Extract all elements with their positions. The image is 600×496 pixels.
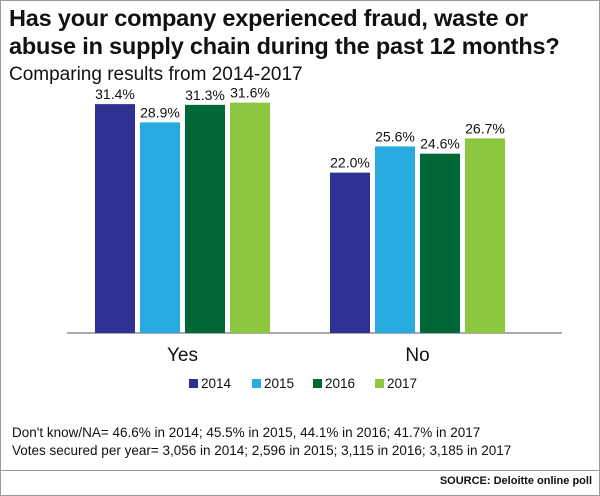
data-label-yes-2016: 31.3% [185, 87, 225, 103]
legend-label-2014: 2014 [201, 376, 232, 391]
legend-label-2016: 2016 [325, 376, 355, 391]
chart-subtitle: Comparing results from 2014-2017 [9, 64, 303, 85]
bar-no-2017 [465, 138, 505, 333]
bar-yes-2016 [185, 104, 225, 333]
legend-swatch-2016 [313, 379, 322, 388]
bar-yes-2017 [230, 102, 270, 333]
bar-no-2014 [330, 172, 370, 333]
bar-yes-2015 [140, 122, 180, 333]
legend-swatch-2014 [189, 379, 198, 388]
bar-no-2015 [375, 146, 415, 333]
data-label-no-2015: 25.6% [375, 128, 415, 144]
data-label-no-2016: 24.6% [420, 136, 460, 152]
category-label-no: No [405, 345, 429, 366]
legend-label-2015: 2015 [264, 376, 294, 391]
legend-label-2017: 2017 [387, 376, 417, 391]
legend-swatch-2017 [375, 379, 384, 388]
bar-no-2016 [420, 153, 460, 333]
data-label-no-2014: 22.0% [330, 155, 370, 171]
source-divider [0, 470, 600, 471]
source-credit: SOURCE: Deloitte online poll [439, 475, 592, 487]
data-label-yes-2014: 31.4% [95, 86, 135, 102]
chart-notes: Don't know/NA= 46.6% in 2014; 45.5% in 2… [12, 424, 511, 460]
votes-note: Votes secured per year= 3,056 in 2014; 2… [12, 443, 512, 458]
chart-title: Has your company experienced fraud, wast… [9, 5, 560, 59]
bar-chart: 31.4% 28.9% 31.3% 31.6% Yes 22.0% 25.6% 24.6% 26… [67, 85, 562, 391]
dont-know-note: Don't know/NA= 46.6% in 2014; 45.5% in 2… [12, 425, 481, 440]
data-label-yes-2017: 31.6% [230, 85, 270, 101]
bar-yes-2014 [95, 104, 135, 333]
legend-swatch-2015 [252, 379, 261, 388]
category-label-yes: Yes [167, 345, 198, 366]
data-label-no-2017: 26.7% [465, 120, 505, 136]
data-label-yes-2015: 28.9% [140, 104, 180, 120]
